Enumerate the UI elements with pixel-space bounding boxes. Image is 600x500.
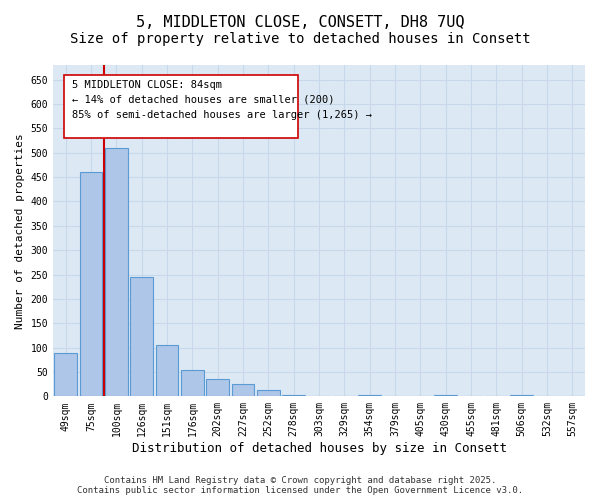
FancyBboxPatch shape xyxy=(64,75,298,138)
Bar xyxy=(434,395,457,396)
Bar xyxy=(130,277,153,396)
Bar xyxy=(510,395,533,396)
Bar xyxy=(358,395,381,396)
Bar xyxy=(232,384,254,396)
Bar xyxy=(257,390,280,396)
Text: 5, MIDDLETON CLOSE, CONSETT, DH8 7UQ: 5, MIDDLETON CLOSE, CONSETT, DH8 7UQ xyxy=(136,15,464,30)
X-axis label: Distribution of detached houses by size in Consett: Distribution of detached houses by size … xyxy=(131,442,506,455)
Bar xyxy=(80,172,103,396)
Bar xyxy=(181,370,204,396)
Y-axis label: Number of detached properties: Number of detached properties xyxy=(15,133,25,328)
Text: 5 MIDDLETON CLOSE: 84sqm
← 14% of detached houses are smaller (200)
85% of semi-: 5 MIDDLETON CLOSE: 84sqm ← 14% of detach… xyxy=(71,80,371,120)
Text: Size of property relative to detached houses in Consett: Size of property relative to detached ho… xyxy=(70,32,530,46)
Bar xyxy=(282,395,305,396)
Bar xyxy=(55,354,77,397)
Bar xyxy=(155,345,178,397)
Bar xyxy=(105,148,128,396)
Text: Contains HM Land Registry data © Crown copyright and database right 2025.
Contai: Contains HM Land Registry data © Crown c… xyxy=(77,476,523,495)
Bar xyxy=(206,380,229,396)
